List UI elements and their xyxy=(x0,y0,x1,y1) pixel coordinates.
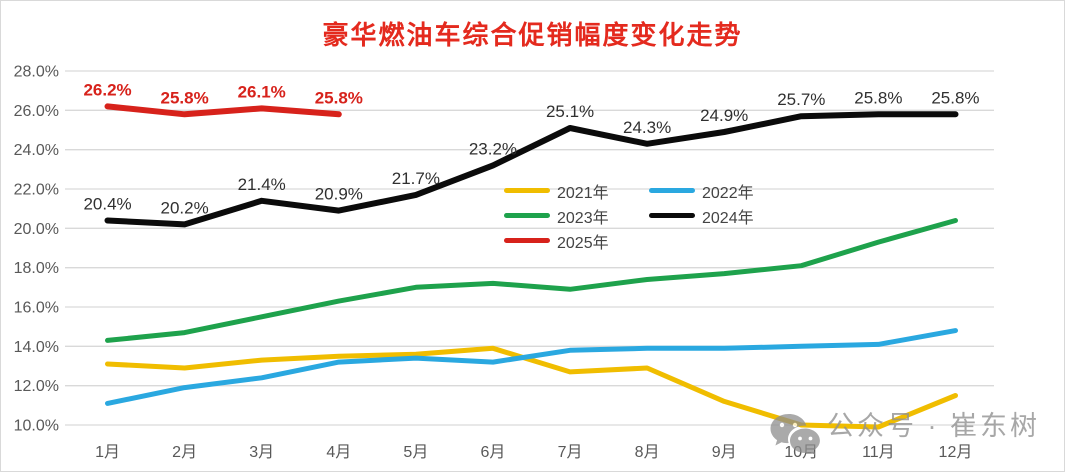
x-axis-tick-label: 7月 xyxy=(558,444,583,461)
legend-label: 2025年 xyxy=(557,234,609,252)
data-label-2024年: 20.4% xyxy=(83,194,131,213)
x-axis-tick-label: 12月 xyxy=(939,444,973,461)
y-axis-tick-label: 18.0% xyxy=(14,260,59,277)
data-label-2024年: 25.7% xyxy=(777,90,825,109)
data-label-2024年: 21.7% xyxy=(392,169,440,188)
y-axis-tick-label: 26.0% xyxy=(14,103,59,120)
x-axis-tick-label: 9月 xyxy=(712,444,737,461)
x-axis-tick-label: 4月 xyxy=(326,444,351,461)
data-label-2024年: 24.3% xyxy=(623,118,671,137)
x-axis-tick-label: 3月 xyxy=(249,444,274,461)
data-label-2024年: 20.9% xyxy=(315,185,363,204)
legend-swatch-2023年 xyxy=(504,213,550,218)
y-axis-tick-label: 22.0% xyxy=(14,182,59,199)
y-axis-tick-label: 12.0% xyxy=(14,378,59,395)
data-label-2024年: 23.2% xyxy=(469,139,517,158)
data-label-2024年: 25.8% xyxy=(931,88,979,107)
data-label-2024年: 24.9% xyxy=(700,106,748,125)
x-axis-tick-label: 1月 xyxy=(95,444,120,461)
y-axis-tick-label: 14.0% xyxy=(14,339,59,356)
data-label-2025年: 25.8% xyxy=(315,88,363,107)
series-line-2021年 xyxy=(105,345,958,430)
data-label-2025年: 26.1% xyxy=(238,82,286,101)
x-axis-tick-label: 8月 xyxy=(635,444,660,461)
data-label-2025年: 25.8% xyxy=(161,88,209,107)
chart-title: 豪华燃油车综合促销幅度变化走势 xyxy=(322,20,743,50)
series-line-2024年 xyxy=(104,111,959,228)
y-axis-tick-label: 28.0% xyxy=(14,64,59,81)
y-axis-tick-label: 16.0% xyxy=(14,300,59,317)
series-line-2023年 xyxy=(105,218,958,343)
data-label-2024年: 21.4% xyxy=(238,175,286,194)
data-label-2024年: 25.1% xyxy=(546,102,594,121)
data-label-2024年: 25.8% xyxy=(854,88,902,107)
legend-item-2025年: 2025年 xyxy=(504,229,649,253)
data-label-2024年: 20.2% xyxy=(161,198,209,217)
series-line-2025年 xyxy=(104,103,342,118)
legend-swatch-2025年 xyxy=(504,238,550,243)
legend-item-2023年: 2023年 xyxy=(504,204,649,228)
x-axis-tick-label: 2月 xyxy=(172,444,197,461)
x-axis-tick-label: 11月 xyxy=(862,444,895,461)
legend-item-2022年: 2022年 xyxy=(649,179,794,203)
legend-item-2024年: 2024年 xyxy=(649,204,794,228)
y-axis-tick-label: 10.0% xyxy=(14,418,59,435)
x-axis-tick-label: 6月 xyxy=(481,444,506,461)
series-line-2022年 xyxy=(105,328,958,406)
legend-label: 2021年 xyxy=(557,184,609,202)
y-axis-tick-label: 20.0% xyxy=(14,221,59,238)
x-axis-tick-label: 5月 xyxy=(403,444,428,461)
legend: 2021年 2022年 2023年 2024年 2025年 xyxy=(504,178,794,253)
legend-swatch-2021年 xyxy=(504,188,550,193)
legend-item-2021年: 2021年 xyxy=(504,179,649,203)
data-label-2025年: 26.2% xyxy=(83,80,131,99)
legend-swatch-2024年 xyxy=(649,213,695,218)
legend-label: 2024年 xyxy=(702,209,754,227)
legend-swatch-2022年 xyxy=(649,188,695,193)
x-axis-tick-label: 10月 xyxy=(784,444,818,461)
legend-label: 2023年 xyxy=(557,209,609,227)
y-axis-tick-label: 24.0% xyxy=(14,142,59,159)
legend-label: 2022年 xyxy=(702,184,754,202)
